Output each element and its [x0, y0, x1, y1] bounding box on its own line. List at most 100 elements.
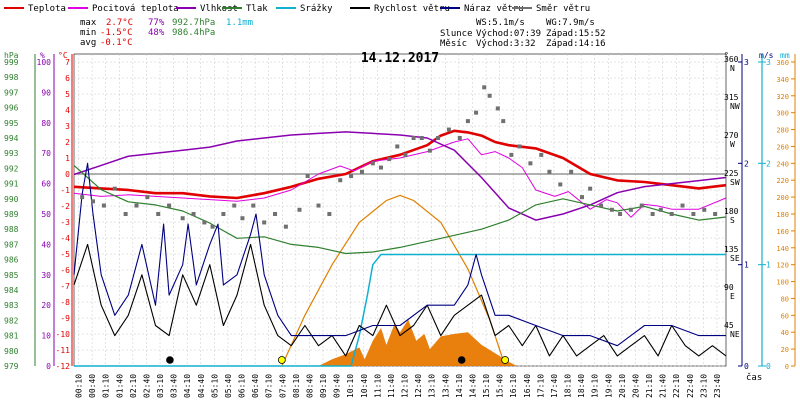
rain-tick-label: 0 — [766, 362, 771, 371]
x-tick-label: 15:10 — [482, 374, 491, 398]
temperature-tick-label: -3 — [60, 218, 70, 227]
humidity-tick-label: 20 — [41, 301, 51, 310]
temperature-tick-label: 7 — [65, 58, 70, 67]
x-tick-label: 11:10 — [373, 374, 382, 398]
x-tick-label: 03:40 — [170, 374, 179, 398]
solar-tick-label: 80 — [781, 295, 789, 303]
wind-dir-compass-label: W — [730, 140, 735, 149]
wind-direction-point — [713, 212, 718, 216]
pressure-tick-label: 991 — [4, 180, 19, 189]
solar-layer — [281, 194, 517, 367]
stat-min-label: min — [80, 28, 96, 38]
temperature-tick-label: -4 — [60, 234, 70, 243]
solar-radiation-area — [318, 319, 517, 366]
rain-tick-label: 3 — [766, 58, 771, 67]
axis-unit-ms: m/s — [759, 51, 774, 60]
legend-label: Teplota — [28, 4, 66, 14]
x-tick-label: 01:40 — [115, 374, 124, 398]
wind-dir-tick-label: 90 — [724, 283, 734, 292]
wind-direction-point — [167, 203, 172, 208]
axis-unit-mm: mm — [780, 51, 790, 60]
x-tick-label: 06:10 — [238, 374, 247, 398]
x-tick-label: 05:40 — [224, 374, 233, 398]
wind-direction-point — [691, 212, 696, 216]
wind-direction-point — [395, 144, 400, 149]
x-tick-label: 13:40 — [441, 374, 450, 398]
stat-max-rain: 1.1mm — [226, 18, 253, 28]
temperature-tick-label: -2 — [60, 202, 70, 211]
temperature-tick-label: 4 — [65, 106, 70, 115]
temperature-tick-label: -1 — [60, 186, 70, 195]
x-tick-label: 19:10 — [591, 374, 600, 398]
x-tick-label: 20:10 — [618, 374, 627, 398]
x-tick-label: 17:40 — [550, 374, 559, 398]
series-line-sr-ky — [74, 253, 726, 367]
wind-dir-compass-label: NE — [730, 330, 740, 339]
stat-max-hum: 77% — [148, 18, 165, 28]
series-line-tlak — [73, 164, 727, 255]
temperature-tick-label: 5 — [65, 90, 70, 99]
solar-tick-label: 340 — [776, 76, 789, 84]
solar-tick-label: 60 — [781, 312, 789, 320]
x-tick-label: 08:10 — [292, 374, 301, 398]
pressure-tick-label: 992 — [4, 164, 19, 173]
series-line-pocitov-teplota — [73, 138, 727, 218]
x-tick-label: 09:40 — [333, 374, 342, 398]
wind-direction-point — [327, 212, 332, 216]
wind-direction-point — [680, 203, 685, 208]
pressure-tick-label: 988 — [4, 225, 19, 234]
humidity-tick-label: 0 — [46, 362, 51, 371]
moon-label: Měsíc — [440, 39, 467, 49]
wind-direction-point — [145, 195, 150, 200]
solar-tick-label: 280 — [776, 127, 789, 135]
x-tick-label: 18:40 — [577, 374, 586, 398]
solar-tick-label: 0 — [785, 363, 789, 371]
pressure-tick-label: 996 — [4, 104, 19, 113]
wind-direction-point — [370, 161, 375, 166]
pressure-tick-label: 998 — [4, 73, 19, 82]
stat-max-press: 992.7hPa — [172, 18, 215, 28]
wind-speed-tick-label: 2 — [744, 159, 749, 168]
wind-direction-point — [305, 174, 310, 178]
wind-direction-point — [658, 207, 663, 212]
axis-unit-deg: ° — [724, 51, 729, 60]
wind-dir-compass-label: NW — [730, 102, 740, 111]
x-tick-label: 19:40 — [604, 374, 613, 398]
wind-direction-point — [580, 195, 585, 200]
wind-direction-point — [569, 169, 574, 174]
stat-avg-label: avg — [80, 38, 96, 48]
x-tick-label: 14:10 — [455, 374, 464, 398]
wind-direction-point — [134, 203, 139, 208]
sunrise-marker — [277, 356, 286, 364]
wind-direction-point — [112, 186, 117, 191]
x-tick-label: 02:10 — [129, 374, 138, 398]
wind-speed-tick-label: 1 — [744, 261, 749, 270]
x-tick-label: 23:40 — [713, 374, 722, 398]
wind-direction-point — [210, 224, 215, 229]
wind-direction-point — [495, 106, 500, 111]
x-tick-label: 09:10 — [319, 374, 328, 398]
wind-direction-point — [457, 136, 462, 140]
x-tick-label: 12:40 — [414, 374, 423, 398]
x-tick-label: 01:10 — [102, 374, 111, 398]
humidity-tick-label: 10 — [41, 332, 51, 341]
humidity-tick-label: 60 — [41, 180, 51, 189]
rain-tick-label: 2 — [766, 159, 771, 168]
x-tick-label: 10:10 — [346, 374, 355, 398]
x-tick-label: 12:10 — [401, 374, 410, 398]
pressure-tick-label: 993 — [4, 149, 19, 158]
temperature-tick-label: -8 — [60, 298, 70, 307]
wind-direction-point — [436, 136, 441, 140]
x-tick-label: 23:10 — [699, 374, 708, 398]
wind-direction-point — [639, 203, 644, 208]
wind-direction-point — [474, 110, 479, 115]
x-tick-label: 22:10 — [672, 374, 681, 398]
stat-min-press: 986.4hPa — [172, 28, 215, 38]
wind-direction-point — [387, 157, 392, 162]
x-tick-label: 16:10 — [509, 374, 518, 398]
humidity-tick-label: 50 — [41, 210, 51, 219]
temperature-tick-label: 3 — [65, 122, 70, 131]
x-tick-label: 08:40 — [305, 374, 314, 398]
x-tick-label: 03:10 — [156, 374, 165, 398]
